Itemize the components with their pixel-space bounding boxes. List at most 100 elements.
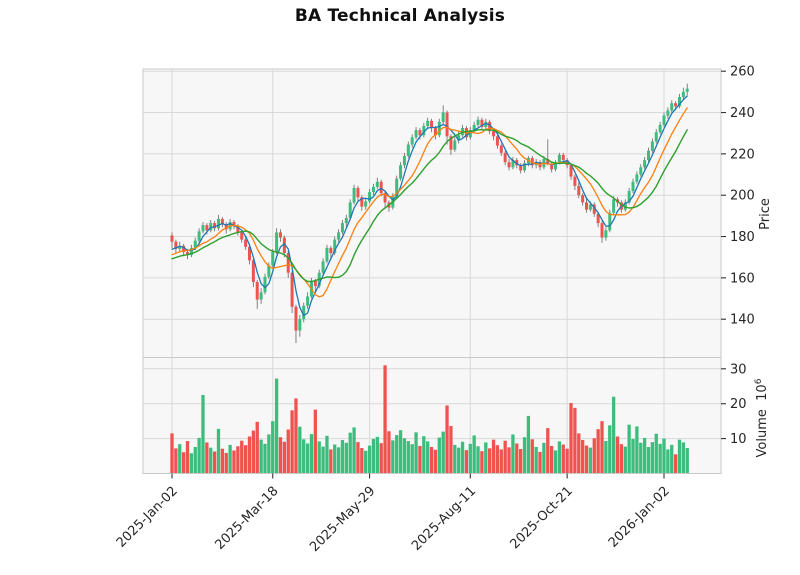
candle-body (499, 145, 503, 153)
candle-body (573, 176, 577, 186)
candle-body (232, 222, 236, 227)
volume-bar (398, 430, 403, 474)
candle-body (406, 144, 410, 156)
volume-bar (453, 444, 457, 474)
volume-bar (274, 378, 279, 474)
price-tick-label: 200 (730, 189, 755, 204)
x-tick-label: 2025-Jan-02 (114, 484, 181, 551)
volume-bar (565, 448, 569, 474)
volume-bar (263, 443, 267, 474)
volume-bar (530, 439, 534, 474)
volume-bar (685, 448, 689, 474)
candle-body (383, 193, 387, 203)
volume-bar (522, 437, 527, 474)
volume-bar (623, 446, 627, 474)
volume-bar (666, 449, 670, 474)
candle-body (453, 140, 457, 150)
volume-bar (193, 446, 197, 474)
volume-bar (201, 394, 205, 474)
candle-body (561, 154, 565, 161)
candle-body (577, 185, 581, 196)
candle-body (201, 225, 205, 232)
candle-body (348, 202, 352, 218)
volume-bar (356, 442, 360, 474)
candle-body (205, 225, 209, 231)
candle-body (313, 280, 317, 287)
volume-bar (654, 433, 658, 474)
chart-title: BA Technical Analysis (294, 6, 506, 26)
volume-bar (352, 427, 356, 474)
volume-axis-label: Volume 106 (754, 378, 770, 457)
volume-bar (371, 438, 376, 474)
volume-bar (325, 435, 329, 474)
volume-tick-label: 30 (730, 362, 747, 377)
volume-bar (174, 448, 178, 474)
volume-bar (495, 445, 500, 474)
volume-bar (596, 429, 600, 474)
candle-body (333, 239, 337, 254)
candle-body (476, 119, 480, 125)
volume-panel-frame (142, 357, 722, 474)
volume-bar (515, 443, 519, 474)
candle-body (600, 223, 604, 238)
volume-bar (375, 436, 379, 474)
volume-bar (561, 444, 565, 474)
candle-body (371, 186, 375, 193)
price-tick-label: 160 (730, 271, 755, 286)
volume-bar (243, 445, 248, 474)
candle-body (364, 201, 368, 207)
candle-body (321, 261, 325, 273)
volume-bar (588, 447, 593, 474)
volume-bar (511, 434, 515, 474)
volume-bar (437, 437, 441, 474)
candle-body (472, 124, 476, 131)
candle-body (495, 136, 499, 146)
candle-body (170, 235, 174, 242)
volume-bar (232, 450, 236, 474)
candle-body (546, 159, 550, 165)
candle-body (290, 272, 294, 307)
volume-bar (305, 443, 310, 474)
volume-bar (348, 432, 352, 474)
candle-body (298, 319, 302, 331)
volume-bar (441, 431, 445, 474)
candle-body (263, 276, 267, 293)
candle-body (585, 202, 589, 210)
volume-bar (329, 449, 333, 474)
candle-body (666, 110, 670, 116)
candle-body (468, 130, 472, 138)
candle-body (437, 121, 441, 136)
volume-bar (344, 442, 348, 474)
volume-bar (615, 436, 620, 474)
volume-bar (391, 440, 395, 474)
candle-body (631, 181, 635, 192)
volume-bar (604, 441, 608, 474)
volume-bar (553, 450, 558, 474)
candle-body (395, 178, 399, 197)
candle-body (224, 224, 228, 230)
volume-bar (197, 437, 201, 474)
volume-bar (642, 437, 647, 474)
volume-bar (185, 441, 190, 474)
volume-bar (627, 424, 631, 474)
price-tick-label: 240 (730, 106, 755, 121)
candle-body (325, 247, 329, 262)
candle-body (251, 260, 255, 283)
x-tick-label: 2025-Oct-21 (507, 484, 575, 552)
volume-bar (491, 439, 496, 474)
volume-bar (379, 443, 383, 474)
volume-unit-exponent: 6 (754, 378, 764, 384)
candle-body (375, 181, 379, 187)
volume-bar (209, 447, 213, 474)
volume-bar (546, 428, 550, 474)
candle-body (623, 202, 627, 210)
volume-bar (569, 403, 573, 474)
candle-body (352, 187, 356, 203)
candle-body (306, 296, 310, 306)
volume-bar (484, 442, 488, 474)
volume-bar (526, 415, 531, 474)
volume-bar (383, 365, 387, 474)
candle-body (282, 237, 286, 254)
candle-body (422, 125, 426, 136)
